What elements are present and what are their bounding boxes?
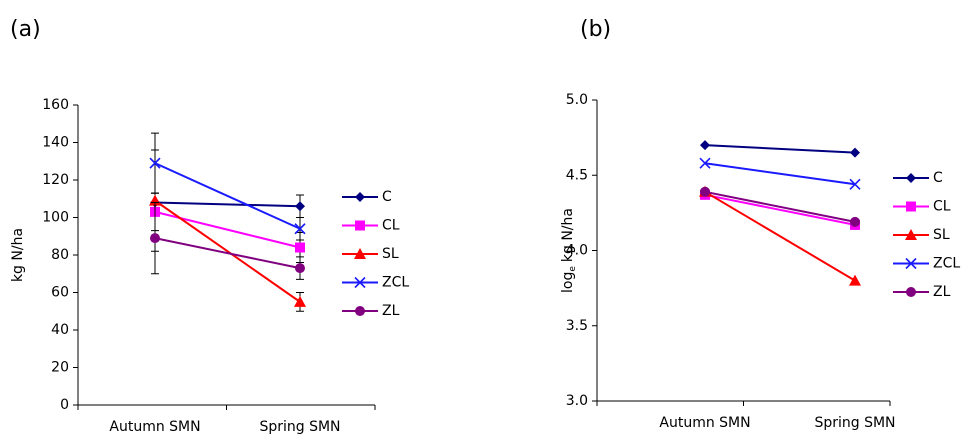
marker xyxy=(294,223,306,235)
y-label-sub: e xyxy=(568,266,578,272)
marker xyxy=(294,295,306,307)
y-tick-label: 40 xyxy=(51,322,69,338)
legend-label: SL xyxy=(933,227,950,243)
y-tick-label: 3.0 xyxy=(566,393,588,409)
legend-label: CL xyxy=(933,199,951,215)
marker xyxy=(295,242,305,253)
panel-label: (b) xyxy=(580,17,611,42)
marker xyxy=(850,216,860,227)
marker xyxy=(700,186,710,197)
marker xyxy=(149,157,161,169)
x-tick-label: Spring SMN xyxy=(814,415,895,431)
series-line xyxy=(154,237,301,270)
y-axis-label: loge kg N/ha xyxy=(560,208,578,293)
marker xyxy=(150,233,160,244)
y-tick-label: 160 xyxy=(42,97,69,113)
y-tick-label: 4.5 xyxy=(566,167,588,183)
y-tick-label: 60 xyxy=(51,285,69,301)
legend-label: ZL xyxy=(933,284,951,300)
x-tick-label: Autumn SMN xyxy=(659,415,750,431)
legend-marker xyxy=(355,192,365,202)
series-line xyxy=(704,190,856,223)
y-tick-label: 140 xyxy=(42,135,69,151)
legend-label: SL xyxy=(382,246,399,262)
legend-marker xyxy=(354,248,366,259)
marker xyxy=(295,263,305,274)
legend-label: ZCL xyxy=(933,256,960,272)
marker xyxy=(699,157,711,169)
x-tick-label: Autumn SMN xyxy=(109,419,200,435)
series-line xyxy=(704,144,856,154)
x-tick-label: Spring SMN xyxy=(259,419,340,435)
series-line xyxy=(704,162,856,186)
legend-label: ZL xyxy=(382,303,400,319)
y-tick-label: 0 xyxy=(60,397,69,413)
legend-label: CL xyxy=(382,218,400,234)
y-tick-label: 120 xyxy=(42,172,69,188)
series-line xyxy=(704,193,856,226)
y-tick-label: 20 xyxy=(51,360,69,376)
y-label-rest: kg N/ha xyxy=(560,208,576,262)
legend-marker xyxy=(354,276,366,289)
series-line xyxy=(704,190,856,282)
y-tick-label: 3.5 xyxy=(566,318,588,334)
legend-marker xyxy=(906,173,916,183)
legend-marker xyxy=(905,257,917,270)
series-line xyxy=(154,199,301,303)
y-label-base: log xyxy=(560,272,576,293)
y-tick-label: 5.0 xyxy=(566,92,588,108)
marker xyxy=(700,140,710,151)
panel-label: (a) xyxy=(10,17,41,42)
legend-label: C xyxy=(933,170,943,186)
legend-label: ZCL xyxy=(382,275,409,291)
legend-marker xyxy=(355,220,365,231)
y-tick-label: 4.0 xyxy=(566,243,588,259)
marker xyxy=(849,178,861,190)
series-line xyxy=(154,162,301,230)
y-axis-label: kg N/ha xyxy=(10,228,26,282)
y-tick-label: 80 xyxy=(51,247,69,263)
legend-marker xyxy=(906,201,916,212)
marker xyxy=(850,147,860,158)
marker xyxy=(849,274,861,286)
series-line xyxy=(154,201,301,208)
legend-marker xyxy=(906,287,916,297)
y-tick-label: 100 xyxy=(42,210,69,226)
legend-marker xyxy=(905,229,917,240)
legend-label: C xyxy=(382,189,392,205)
legend-marker xyxy=(355,306,365,316)
marker xyxy=(295,201,305,212)
